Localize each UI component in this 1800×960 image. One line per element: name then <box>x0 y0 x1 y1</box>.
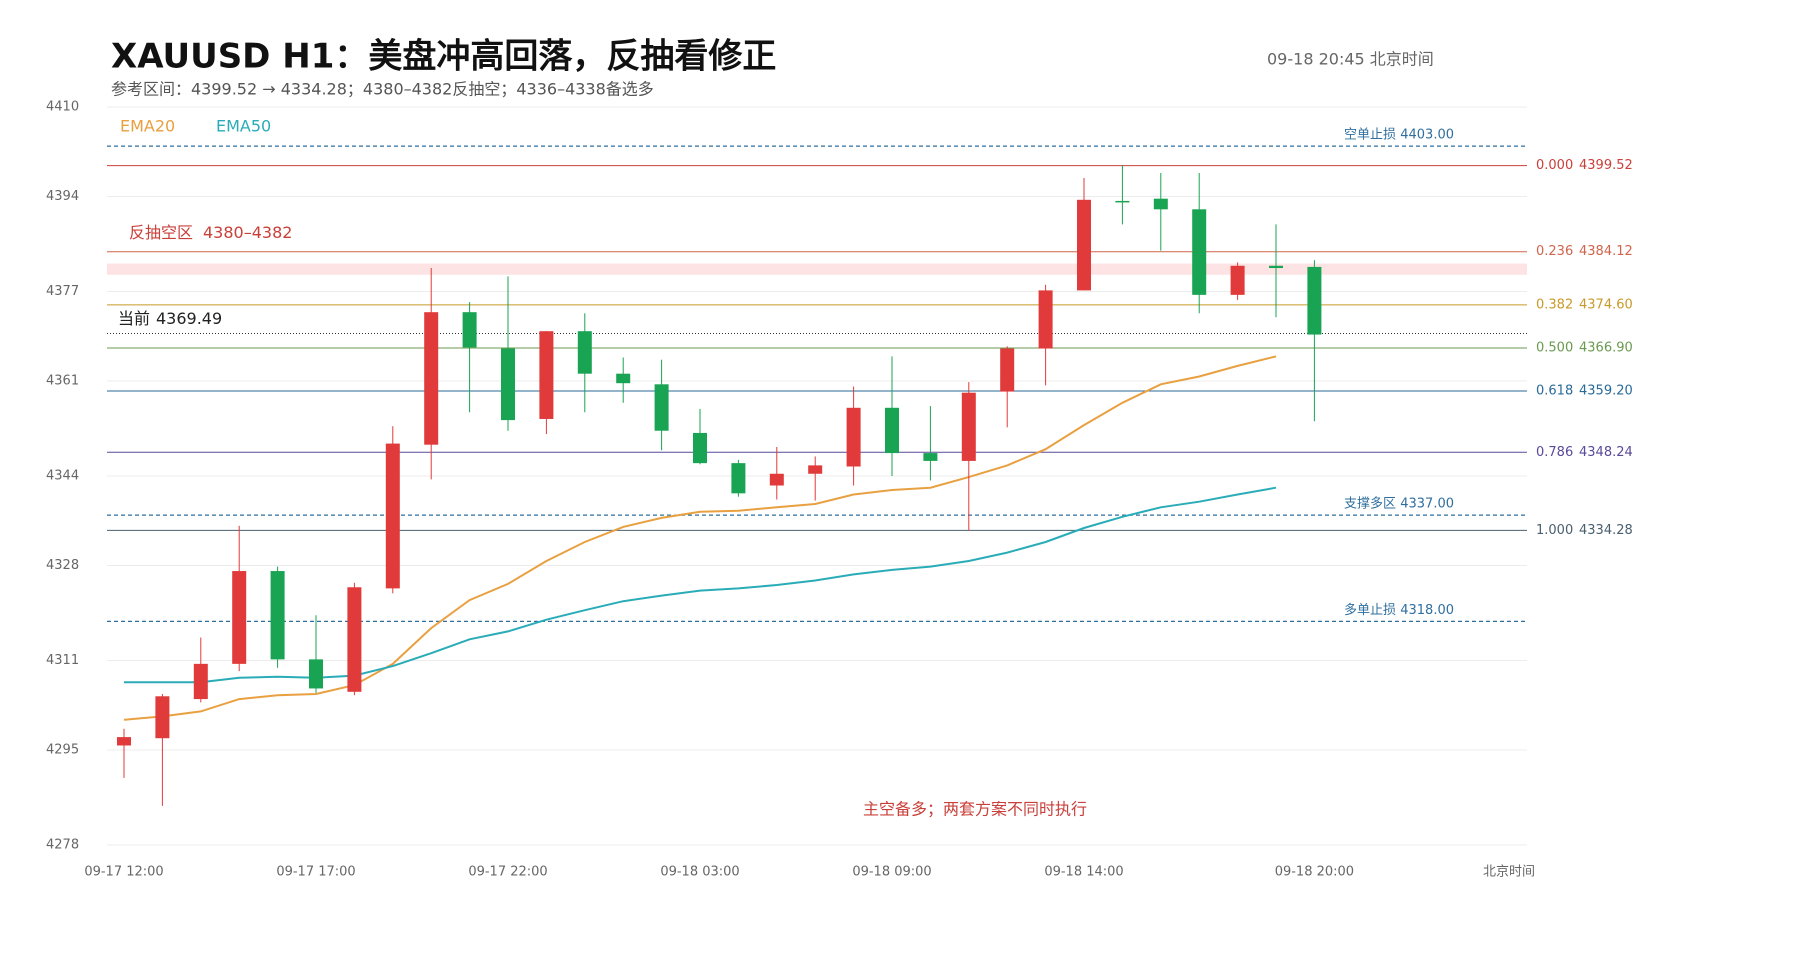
candle-body <box>462 312 477 348</box>
candle-body <box>846 407 861 467</box>
y-tick-label: 4344 <box>46 469 79 484</box>
current-value: 4369.49 <box>156 309 222 328</box>
candle-body <box>347 587 362 692</box>
fib-ratio: 0.500 <box>1536 340 1573 355</box>
current-label: 当前 <box>118 309 150 328</box>
candle-body <box>424 312 439 445</box>
candle-body <box>693 432 707 464</box>
candle-body <box>385 443 400 589</box>
candle-body <box>769 473 784 486</box>
fib-ratio: 0.382 <box>1536 297 1573 312</box>
stop-label: 支撑多区 <box>1344 496 1396 512</box>
chart-subtitle: 参考区间：4399.52 → 4334.28；4380–4382反抽空；4336… <box>111 80 654 99</box>
x-tick-label: 09-18 14:00 <box>1044 865 1123 880</box>
candle-body <box>1269 265 1283 269</box>
y-tick-label: 4278 <box>46 838 79 853</box>
zone-band <box>107 263 1527 275</box>
candle-body <box>808 465 823 474</box>
candle-body <box>885 407 899 454</box>
y-tick-label: 4361 <box>46 373 79 388</box>
fib-value: 4399.52 <box>1579 158 1633 173</box>
timestamp: 09-18 20:45 北京时间 <box>1267 50 1434 69</box>
legend-label: EMA50 <box>216 117 271 136</box>
candle-body <box>270 571 285 660</box>
candle-body <box>1077 199 1091 291</box>
y-tick-label: 4328 <box>46 558 79 573</box>
zone-label: 反抽空区 <box>129 223 193 242</box>
candle-body <box>923 453 938 461</box>
candle-body <box>1000 348 1015 392</box>
candle-body <box>155 696 170 739</box>
y-tick-label: 4394 <box>46 189 79 204</box>
candle-body <box>232 571 247 664</box>
x-tick-label: 09-18 09:00 <box>852 865 931 880</box>
stop-label: 空单止损 <box>1344 128 1396 143</box>
fib-value: 4359.20 <box>1579 384 1633 399</box>
candle-body <box>1038 290 1053 349</box>
ema-line <box>124 486 1277 684</box>
y-tick-label: 4377 <box>46 284 79 299</box>
x-tick-label: 09-17 12:00 <box>84 865 163 880</box>
candle-body <box>577 331 592 374</box>
x-tick-label: 09-18 20:00 <box>1275 865 1354 880</box>
x-axis-label: 北京时间 <box>1483 865 1535 880</box>
candle-body <box>1115 200 1130 203</box>
fib-ratio: 0.786 <box>1536 445 1573 460</box>
stop-label: 多单止损 <box>1344 602 1396 618</box>
candle-body <box>309 659 323 689</box>
candle-body <box>501 348 515 421</box>
annotation: 主空备多；两套方案不同时执行 <box>863 800 1087 819</box>
y-tick-label: 4295 <box>46 742 79 757</box>
fib-ratio: 1.000 <box>1536 523 1573 538</box>
candle-body <box>1192 209 1207 295</box>
zone-range: 4380–4382 <box>203 223 292 242</box>
y-tick-label: 4410 <box>46 100 79 115</box>
stop-value: 4318.00 <box>1400 603 1454 618</box>
chart-title: XAUUSD H1：美盘冲高回落，反抽看修正 <box>111 37 776 77</box>
fib-ratio: 0.236 <box>1536 244 1573 259</box>
stop-value: 4403.00 <box>1400 128 1454 143</box>
candle-body <box>117 737 131 746</box>
fib-value: 4366.90 <box>1579 340 1633 355</box>
legend-label: EMA20 <box>120 117 175 136</box>
fib-ratio: 0.618 <box>1536 384 1573 399</box>
fib-ratio: 0.000 <box>1536 158 1573 173</box>
x-tick-label: 09-18 03:00 <box>660 865 739 880</box>
fib-value: 4384.12 <box>1579 244 1633 259</box>
candle-body <box>1153 198 1168 210</box>
candle-body <box>193 663 208 700</box>
candle-body <box>731 463 746 494</box>
candle-body <box>654 384 669 431</box>
y-tick-label: 4311 <box>46 653 79 668</box>
fib-value: 4348.24 <box>1579 445 1633 460</box>
candle-body <box>1230 265 1245 295</box>
x-tick-label: 09-17 17:00 <box>276 865 355 880</box>
candle-body <box>539 331 554 419</box>
fib-value: 4374.60 <box>1579 297 1633 312</box>
candle-body <box>616 373 631 384</box>
ema-line <box>123 355 1277 721</box>
candle-body <box>1307 266 1322 335</box>
stop-value: 4337.00 <box>1400 497 1454 512</box>
fib-value: 4334.28 <box>1579 523 1633 538</box>
x-tick-label: 09-17 22:00 <box>468 865 547 880</box>
candle-body <box>961 392 976 461</box>
